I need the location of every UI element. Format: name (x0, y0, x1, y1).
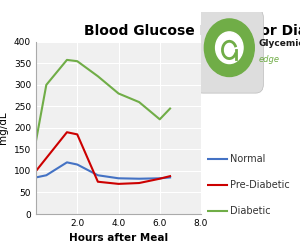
Pre-Diabetic (96, 180, 100, 183)
Diabetic (65, 58, 69, 61)
Y-axis label: mg/dL: mg/dL (0, 112, 8, 144)
Diabetic (96, 75, 100, 78)
Text: Normal: Normal (230, 154, 266, 164)
Normal (117, 177, 120, 180)
Pre-Diabetic (65, 131, 69, 134)
FancyBboxPatch shape (195, 9, 263, 93)
Circle shape (216, 32, 243, 63)
Diabetic (117, 92, 120, 95)
Normal (76, 163, 79, 166)
Pre-Diabetic (44, 157, 48, 160)
Pre-Diabetic (168, 175, 172, 178)
Text: edge: edge (259, 55, 280, 64)
Line: Diabetic: Diabetic (36, 60, 170, 141)
Diabetic (158, 118, 162, 121)
Normal (158, 177, 162, 180)
Diabetic (44, 83, 48, 86)
Diabetic (137, 101, 141, 104)
Text: Pre-Diabetic: Pre-Diabetic (230, 180, 290, 190)
Normal (44, 174, 48, 177)
Diabetic (76, 60, 79, 63)
Circle shape (204, 19, 254, 77)
Pre-Diabetic (76, 133, 79, 136)
Title: Blood Glucose Levels for Diabetes: Blood Glucose Levels for Diabetes (84, 24, 300, 38)
Diabetic (34, 139, 38, 142)
Pre-Diabetic (34, 169, 38, 172)
Pre-Diabetic (158, 177, 162, 180)
Line: Normal: Normal (36, 162, 170, 179)
Normal (65, 161, 69, 164)
Normal (168, 176, 172, 179)
Text: Glycemic: Glycemic (259, 39, 300, 48)
Line: Pre-Diabetic: Pre-Diabetic (36, 132, 170, 184)
Normal (96, 174, 100, 177)
X-axis label: Hours after Meal: Hours after Meal (69, 233, 168, 244)
Normal (34, 176, 38, 179)
Pre-Diabetic (117, 183, 120, 185)
Pre-Diabetic (137, 182, 141, 184)
Text: Diabetic: Diabetic (230, 206, 271, 216)
Normal (137, 177, 141, 180)
Diabetic (168, 107, 172, 110)
